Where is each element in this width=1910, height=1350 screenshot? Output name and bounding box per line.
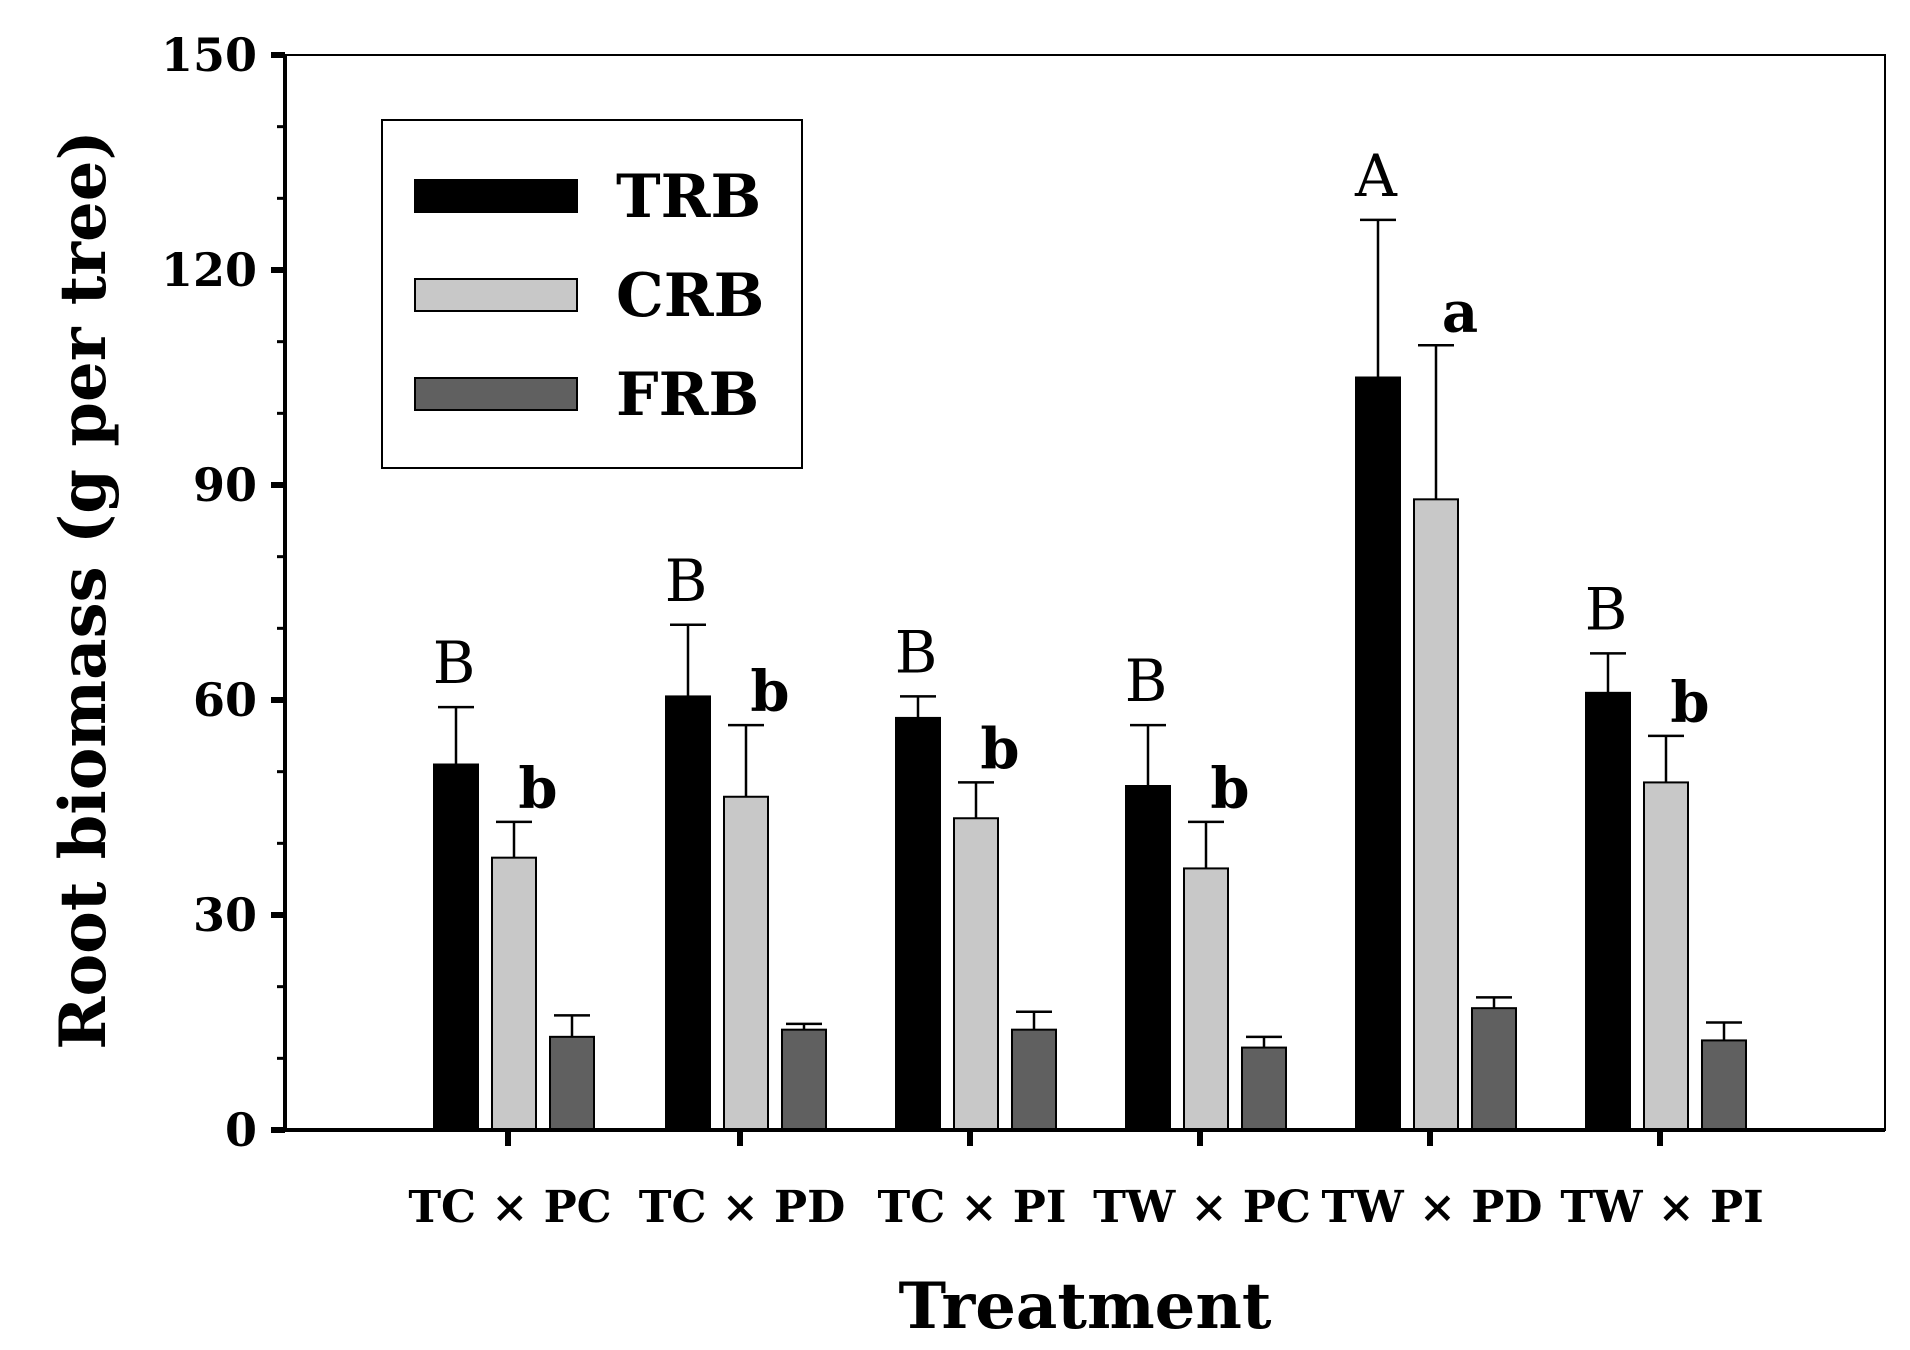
bar-frb bbox=[1471, 1007, 1517, 1132]
significance-letter: B bbox=[665, 547, 708, 615]
bar-trb bbox=[665, 695, 711, 1132]
bar-trb bbox=[1355, 376, 1401, 1131]
bar-frb bbox=[1011, 1028, 1057, 1131]
significance-letter: b bbox=[518, 756, 557, 822]
y-tick-label: 0 bbox=[225, 1103, 257, 1157]
bar-frb bbox=[781, 1028, 827, 1131]
y-tick-label: 90 bbox=[193, 458, 257, 512]
significance-letter: b bbox=[1670, 670, 1709, 736]
significance-letter: B bbox=[1585, 575, 1628, 643]
bar-frb bbox=[549, 1035, 595, 1132]
x-category-label: TC × PC bbox=[408, 1182, 611, 1233]
x-category-label: TW × PI bbox=[1560, 1182, 1763, 1233]
bar-trb bbox=[1125, 785, 1171, 1131]
x-category-label: TW × PC bbox=[1093, 1182, 1311, 1233]
x-category-label: TC × PD bbox=[639, 1182, 846, 1233]
y-axis-title: Root biomass (g per tree) bbox=[46, 130, 121, 1049]
legend-label-frb: FRB bbox=[616, 360, 759, 430]
bar-crb bbox=[491, 856, 537, 1132]
bar-frb bbox=[1241, 1046, 1287, 1132]
x-axis-title: Treatment bbox=[899, 1269, 1272, 1344]
bar-trb bbox=[433, 763, 479, 1131]
x-category-label: TW × PD bbox=[1322, 1182, 1543, 1233]
x-category-label: TC × PI bbox=[878, 1182, 1067, 1233]
y-tick-label: 120 bbox=[161, 243, 257, 297]
y-tick-label: 30 bbox=[193, 888, 257, 942]
bar-trb bbox=[895, 716, 941, 1132]
y-tick-label: 60 bbox=[193, 673, 257, 727]
bar-crb bbox=[1643, 781, 1689, 1132]
y-tick-label: 150 bbox=[161, 28, 257, 82]
bar-crb bbox=[953, 817, 999, 1131]
bar-trb bbox=[1585, 691, 1631, 1131]
significance-letter: B bbox=[1125, 647, 1168, 715]
significance-letter: a bbox=[1442, 279, 1478, 345]
legend-swatch-trb bbox=[414, 179, 578, 213]
bar-crb bbox=[1183, 867, 1229, 1132]
legend-label-trb: TRB bbox=[616, 162, 761, 232]
legend-swatch-crb bbox=[414, 278, 578, 312]
legend-swatch-frb bbox=[414, 377, 578, 411]
legend-label-crb: CRB bbox=[616, 261, 764, 331]
significance-letter: b bbox=[750, 659, 789, 725]
bar-frb bbox=[1701, 1039, 1747, 1131]
bar-crb bbox=[1413, 498, 1459, 1132]
significance-letter: A bbox=[1354, 142, 1398, 210]
significance-letter: b bbox=[1210, 756, 1249, 822]
significance-letter: B bbox=[433, 629, 476, 697]
bar-crb bbox=[723, 795, 769, 1131]
significance-letter: b bbox=[980, 716, 1019, 782]
significance-letter: B bbox=[895, 618, 938, 686]
